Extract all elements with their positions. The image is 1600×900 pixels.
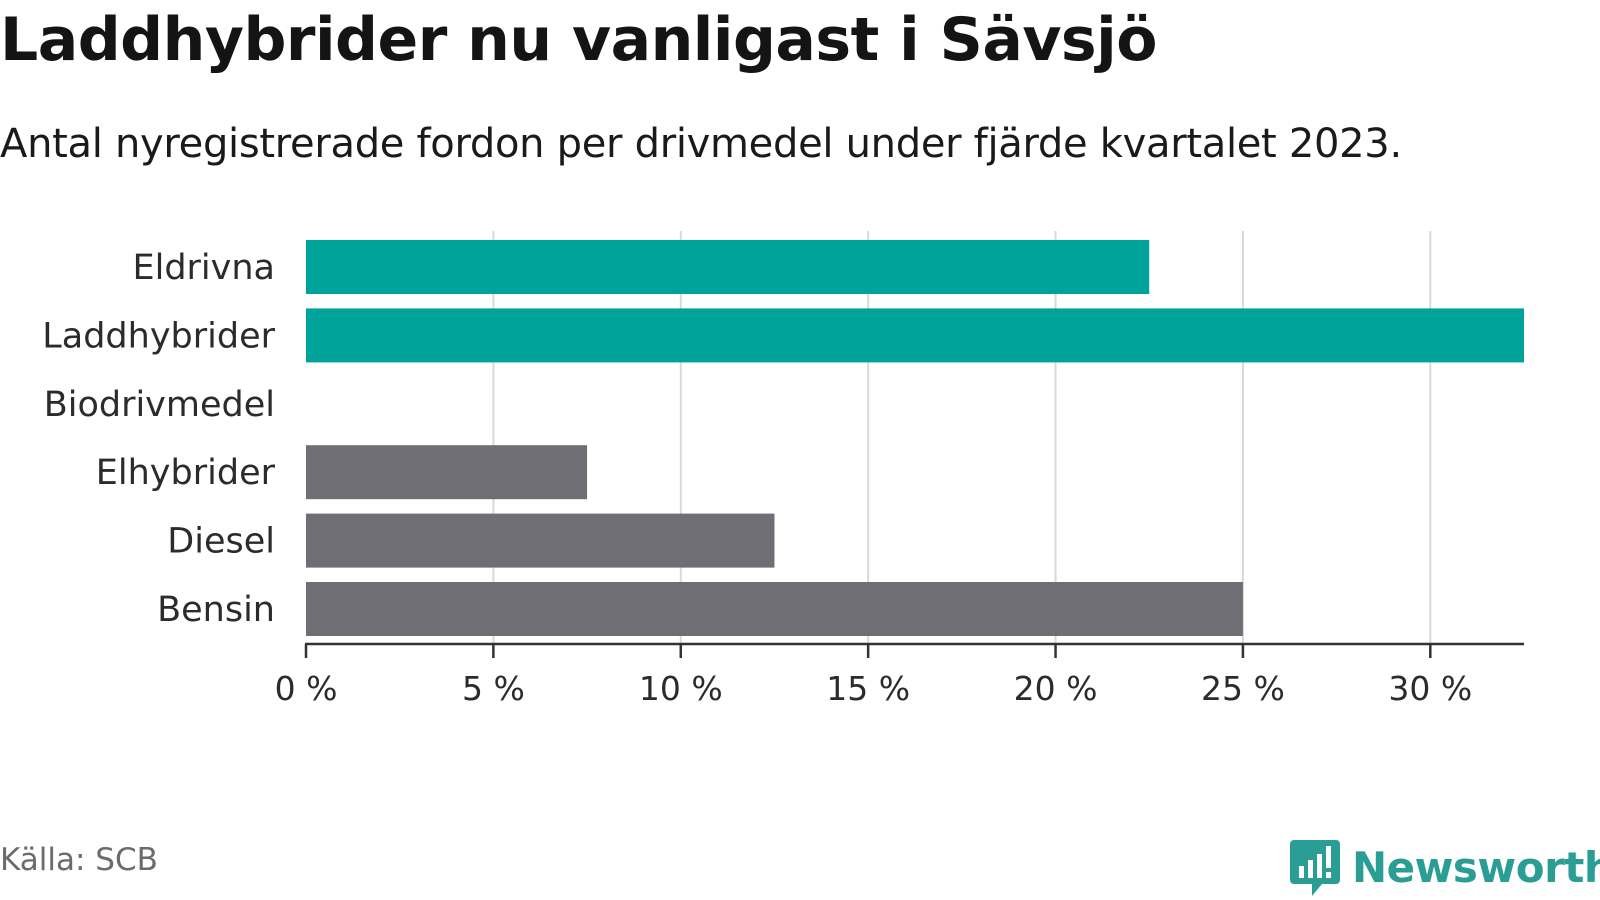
x-tick-label: 5 % bbox=[462, 669, 525, 708]
bar-laddhybrider bbox=[306, 308, 1524, 363]
newsworthy-logo-icon bbox=[1290, 840, 1340, 896]
category-labels: Eldrivna Laddhybrider Biodrivmedel Elhybrid… bbox=[42, 248, 275, 630]
category-label: Eldrivna bbox=[132, 248, 275, 288]
x-tick-label: 10 % bbox=[639, 669, 723, 708]
category-label: Diesel bbox=[167, 522, 275, 562]
x-axis: 0 % 5 % 10 % 15 % 20 % 25 % 30 % bbox=[275, 642, 1524, 708]
bars bbox=[306, 240, 1524, 636]
x-tick-label: 25 % bbox=[1201, 669, 1285, 708]
bar-diesel bbox=[306, 513, 775, 568]
x-tick-label: 20 % bbox=[1014, 669, 1098, 708]
category-label: Laddhybrider bbox=[42, 316, 275, 356]
bar-chart: 0 % 5 % 10 % 15 % 20 % 25 % 30 % Eldrivna Laddh… bbox=[42, 231, 1524, 708]
brand-name: Newsworthy bbox=[1352, 843, 1600, 892]
x-tick-label: 15 % bbox=[826, 669, 910, 708]
category-label: Biodrivmedel bbox=[44, 385, 275, 425]
category-label: Elhybrider bbox=[96, 453, 276, 493]
chart-subtitle: Antal nyregistrerade fordon per drivmede… bbox=[0, 121, 1402, 167]
category-label: Bensin bbox=[157, 590, 275, 630]
x-tick-label: 0 % bbox=[275, 669, 338, 708]
brand-logo: Newsworthy bbox=[1290, 840, 1600, 898]
source-note: Källa: SCB bbox=[0, 842, 158, 878]
chart-title: Laddhybrider nu vanligast i Sävsjö bbox=[0, 5, 1157, 75]
grid-lines bbox=[492, 231, 1432, 644]
bar-bensin bbox=[306, 582, 1243, 636]
bar-elhybrider bbox=[306, 445, 588, 500]
x-tick-label: 30 % bbox=[1388, 669, 1472, 708]
bar-eldrivna bbox=[306, 240, 1150, 294]
